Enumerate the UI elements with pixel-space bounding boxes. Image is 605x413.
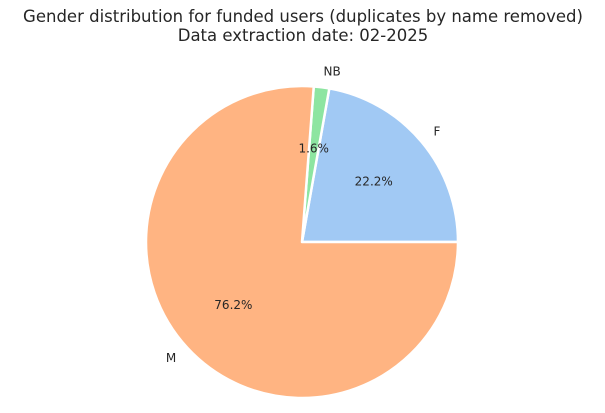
pie-labels: F 22.2% NB 1.6% M 76.2% (166, 64, 441, 365)
slice-label-nb: NB (324, 64, 341, 78)
slice-label-m: M (166, 351, 176, 365)
pie-slice-m (144, 84, 460, 400)
slice-percent-f: 22.2% (355, 174, 393, 188)
slice-percent-m: 76.2% (214, 298, 252, 312)
pie-slice-f (300, 87, 460, 244)
chart-title: Gender distribution for funded users (du… (23, 7, 583, 26)
slice-label-f: F (434, 124, 441, 138)
pie-slices (144, 84, 460, 400)
slice-percent-nb: 1.6% (298, 142, 329, 156)
chart-subtitle: Data extraction date: 02-2025 (178, 26, 429, 45)
